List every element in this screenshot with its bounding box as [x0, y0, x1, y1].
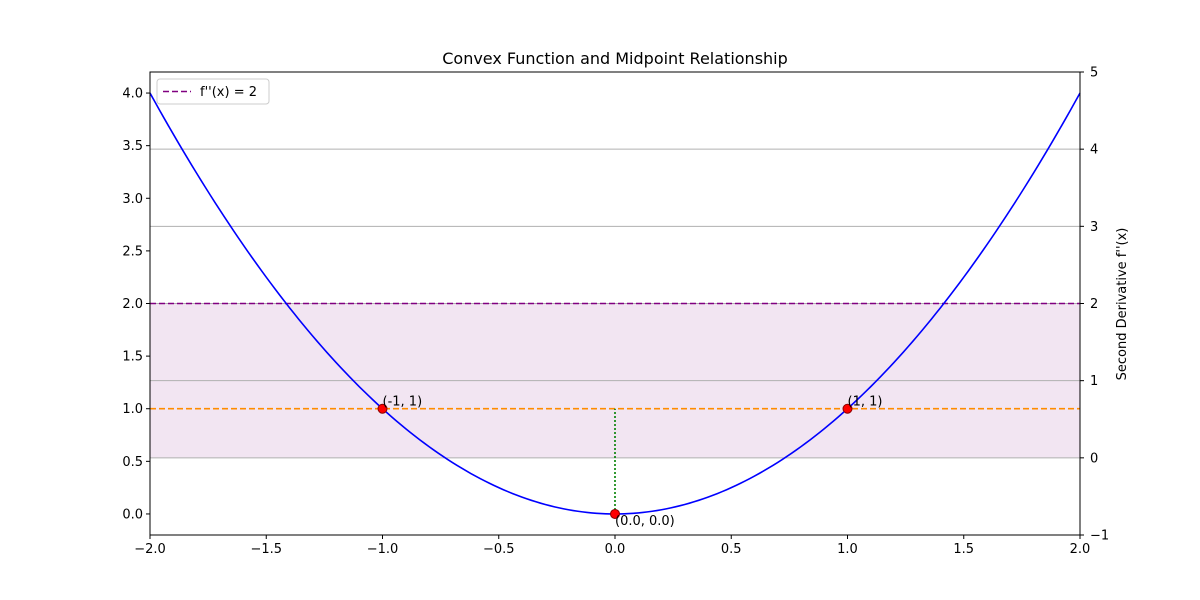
point-label: (0.0, 0.0)	[615, 514, 675, 529]
point-label: (-1, 1)	[383, 395, 423, 410]
x-tick-label: 0.0	[605, 542, 626, 557]
y-tick-label: 4.0	[122, 87, 143, 102]
y-tick-label: 0.5	[122, 455, 143, 470]
y-tick-label: 1.5	[122, 350, 143, 365]
y-tick-label: 2.5	[122, 244, 143, 259]
x-tick-label: −1.0	[367, 542, 399, 557]
y2-tick-label: 4	[1090, 143, 1098, 158]
legend-label: f''(x) = 2	[200, 85, 257, 100]
x-tick-label: 1.0	[837, 542, 858, 557]
y2-tick-label: −1	[1090, 529, 1109, 544]
y2-tick-label: 0	[1090, 451, 1098, 466]
x-tick-label: 2.0	[1070, 542, 1091, 557]
point-label: (1, 1)	[848, 395, 883, 410]
plot-area: (-1, 1) (1, 1) (0.0, 0.0) −2.0 −1.5 −1.0 −0.5 0…	[122, 66, 1109, 558]
y-tick-label: 1.0	[122, 402, 143, 417]
x-tick-label: 1.5	[953, 542, 974, 557]
legend-box	[156, 78, 270, 105]
x-tick-label: −1.5	[250, 542, 282, 557]
y-tick-label: 0.0	[122, 507, 143, 522]
x-tick-label: −0.5	[483, 542, 515, 557]
data-point	[610, 508, 620, 519]
y-tick-label: 2.0	[122, 297, 143, 312]
y2-tick-label: 1	[1090, 374, 1098, 389]
y2-tick-label: 5	[1090, 66, 1098, 81]
chart-title: Convex Function and Midpoint Relationshi…	[442, 49, 788, 68]
x-tick-label: −2.0	[134, 542, 166, 557]
data-point	[377, 403, 388, 414]
y2-tick-label: 3	[1090, 220, 1098, 235]
y2-tick-label: 2	[1090, 297, 1098, 312]
y-tick-label: 3.0	[122, 192, 143, 207]
right-axis-label: Second Derivative f''(x)	[1115, 228, 1130, 381]
x-tick-label: 0.5	[721, 542, 742, 557]
y-tick-label: 3.5	[122, 139, 143, 154]
data-point	[842, 403, 853, 414]
